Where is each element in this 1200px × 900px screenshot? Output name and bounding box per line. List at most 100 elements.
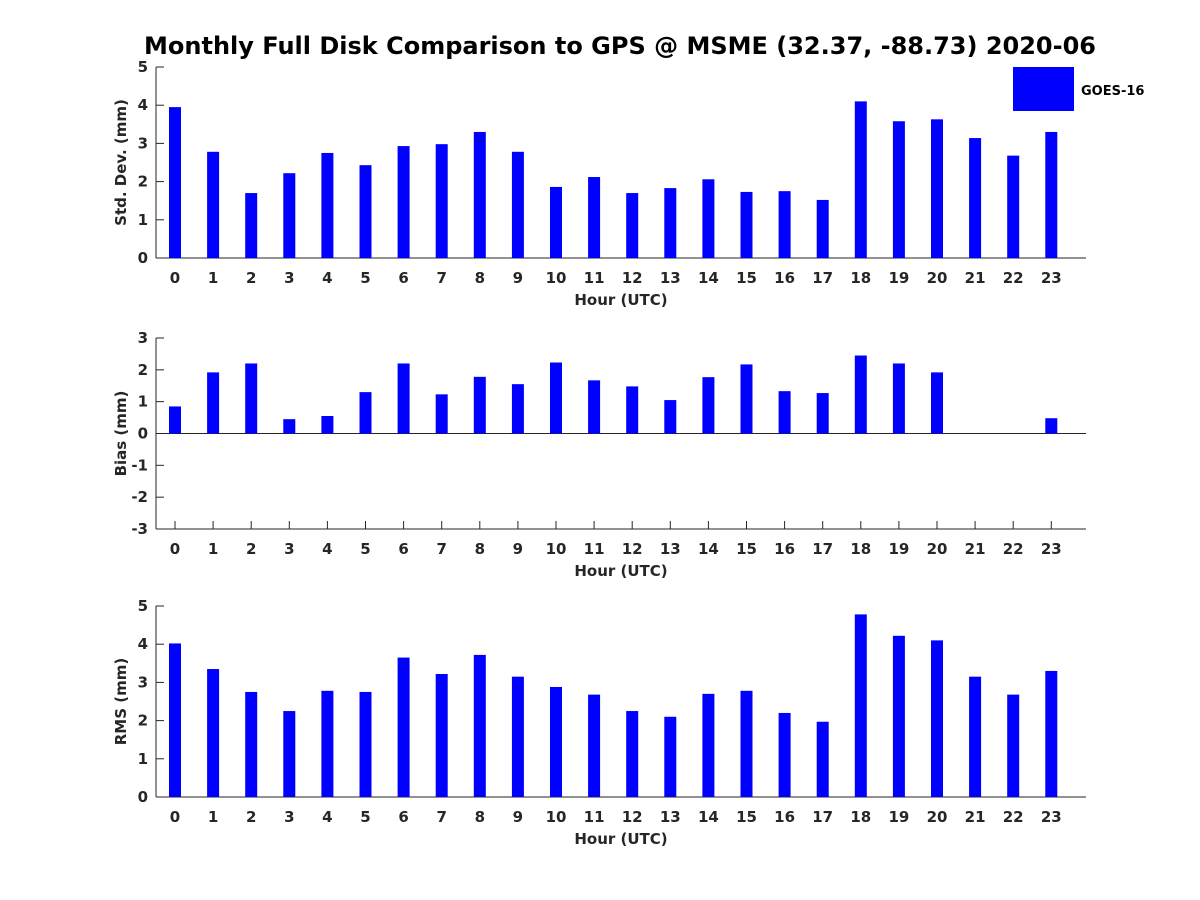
x-tick-label: 8 [475, 808, 485, 826]
y-tick-label: 4 [138, 96, 148, 114]
bar-rms-19 [892, 635, 905, 797]
x-tick-label: 17 [812, 808, 833, 826]
bar-std-dev-23 [1045, 131, 1058, 258]
x-tick-label: 17 [812, 269, 833, 287]
x-tick-label: 16 [774, 269, 795, 287]
x-tick-label: 6 [398, 808, 408, 826]
bar-bias-9 [511, 384, 524, 434]
bar-bias-14 [702, 377, 715, 434]
bar-std-dev-13 [664, 188, 677, 258]
bar-bias-7 [435, 394, 448, 434]
y-tick-label: 3 [138, 134, 148, 152]
x-tick-label: 0 [170, 808, 180, 826]
bar-rms-4 [321, 690, 334, 797]
x-tick-label: 20 [927, 540, 948, 558]
bar-std-dev-20 [931, 119, 943, 258]
bar-bias-11 [588, 380, 601, 434]
x-tick-label: 23 [1041, 269, 1062, 287]
bar-bias-12 [626, 386, 639, 434]
bar-rms-8 [473, 654, 486, 797]
y-tick-label: 3 [138, 673, 148, 691]
bar-std-dev-1 [207, 151, 220, 258]
y-tick-label: 1 [138, 393, 148, 411]
bar-std-dev-8 [473, 131, 486, 258]
x-tick-label: 12 [622, 540, 643, 558]
bar-rms-10 [550, 686, 562, 797]
x-tick-label: 3 [284, 269, 294, 287]
x-tick-label: 1 [208, 269, 218, 287]
x-tick-label: 9 [513, 808, 523, 826]
x-tick-label: 10 [546, 269, 567, 287]
x-tick-label: 3 [284, 540, 294, 558]
bar-rms-14 [702, 693, 715, 797]
x-tick-label: 11 [584, 540, 605, 558]
x-tick-label: 5 [360, 808, 370, 826]
bar-rms-20 [931, 640, 943, 797]
bar-rms-3 [283, 711, 296, 797]
x-tick-label: 19 [888, 808, 909, 826]
x-tick-label: 2 [246, 269, 256, 287]
bar-std-dev-3 [283, 173, 296, 258]
y-tick-label: 5 [138, 58, 148, 76]
x-tick-label: 21 [965, 808, 986, 826]
y-tick-label: 4 [138, 635, 148, 653]
x-tick-label: 8 [475, 269, 485, 287]
bar-std-dev-5 [359, 165, 372, 258]
bar-std-dev-12 [626, 193, 639, 258]
bar-rms-5 [359, 691, 372, 797]
x-tick-label: 22 [1003, 540, 1024, 558]
bar-bias-1 [207, 372, 220, 434]
bar-std-dev-6 [397, 146, 410, 258]
y-tick-label: 2 [138, 173, 148, 191]
bar-std-dev-17 [816, 199, 829, 258]
x-tick-label: 13 [660, 540, 681, 558]
y-tick-label: 2 [138, 361, 148, 379]
x-tick-label: 16 [774, 808, 795, 826]
x-tick-label: 4 [322, 808, 332, 826]
bar-bias-8 [473, 376, 486, 434]
bar-std-dev-15 [740, 191, 753, 258]
x-tick-label: 7 [436, 540, 446, 558]
x-tick-label: 1 [208, 808, 218, 826]
bar-bias-20 [931, 372, 943, 434]
x-tick-label: 18 [850, 808, 871, 826]
bar-rms-21 [969, 676, 982, 797]
bar-std-dev-4 [321, 152, 334, 258]
y-axis-label: Std. Dev. (mm) [112, 99, 130, 226]
bar-rms-22 [1007, 694, 1020, 797]
x-tick-label: 2 [246, 540, 256, 558]
y-tick-label: 0 [138, 425, 148, 443]
x-tick-label: 10 [546, 540, 567, 558]
x-tick-label: 11 [584, 808, 605, 826]
x-tick-label: 12 [622, 269, 643, 287]
bar-std-dev-14 [702, 179, 715, 258]
bar-rms-0 [169, 643, 181, 797]
bar-std-dev-0 [169, 107, 181, 258]
x-tick-label: 20 [927, 808, 948, 826]
y-axis-label: RMS (mm) [112, 658, 130, 745]
bar-bias-13 [664, 400, 677, 434]
bar-bias-3 [283, 419, 296, 434]
y-tick-label: -3 [131, 520, 148, 538]
x-tick-label: 9 [513, 269, 523, 287]
bar-bias-10 [550, 362, 562, 434]
bar-rms-23 [1045, 670, 1058, 797]
bar-std-dev-21 [969, 138, 982, 258]
bar-bias-19 [892, 363, 905, 434]
bar-rms-7 [435, 673, 448, 797]
y-tick-label: 2 [138, 712, 148, 730]
x-tick-label: 5 [360, 540, 370, 558]
x-tick-label: 12 [622, 808, 643, 826]
y-tick-label: 5 [138, 597, 148, 615]
x-tick-label: 6 [398, 540, 408, 558]
x-tick-label: 14 [698, 540, 719, 558]
x-tick-label: 0 [170, 269, 180, 287]
x-tick-label: 1 [208, 540, 218, 558]
x-tick-label: 21 [965, 269, 986, 287]
y-tick-label: 1 [138, 211, 148, 229]
y-tick-label: 0 [138, 249, 148, 267]
bar-rms-15 [740, 690, 753, 797]
x-tick-label: 19 [888, 269, 909, 287]
